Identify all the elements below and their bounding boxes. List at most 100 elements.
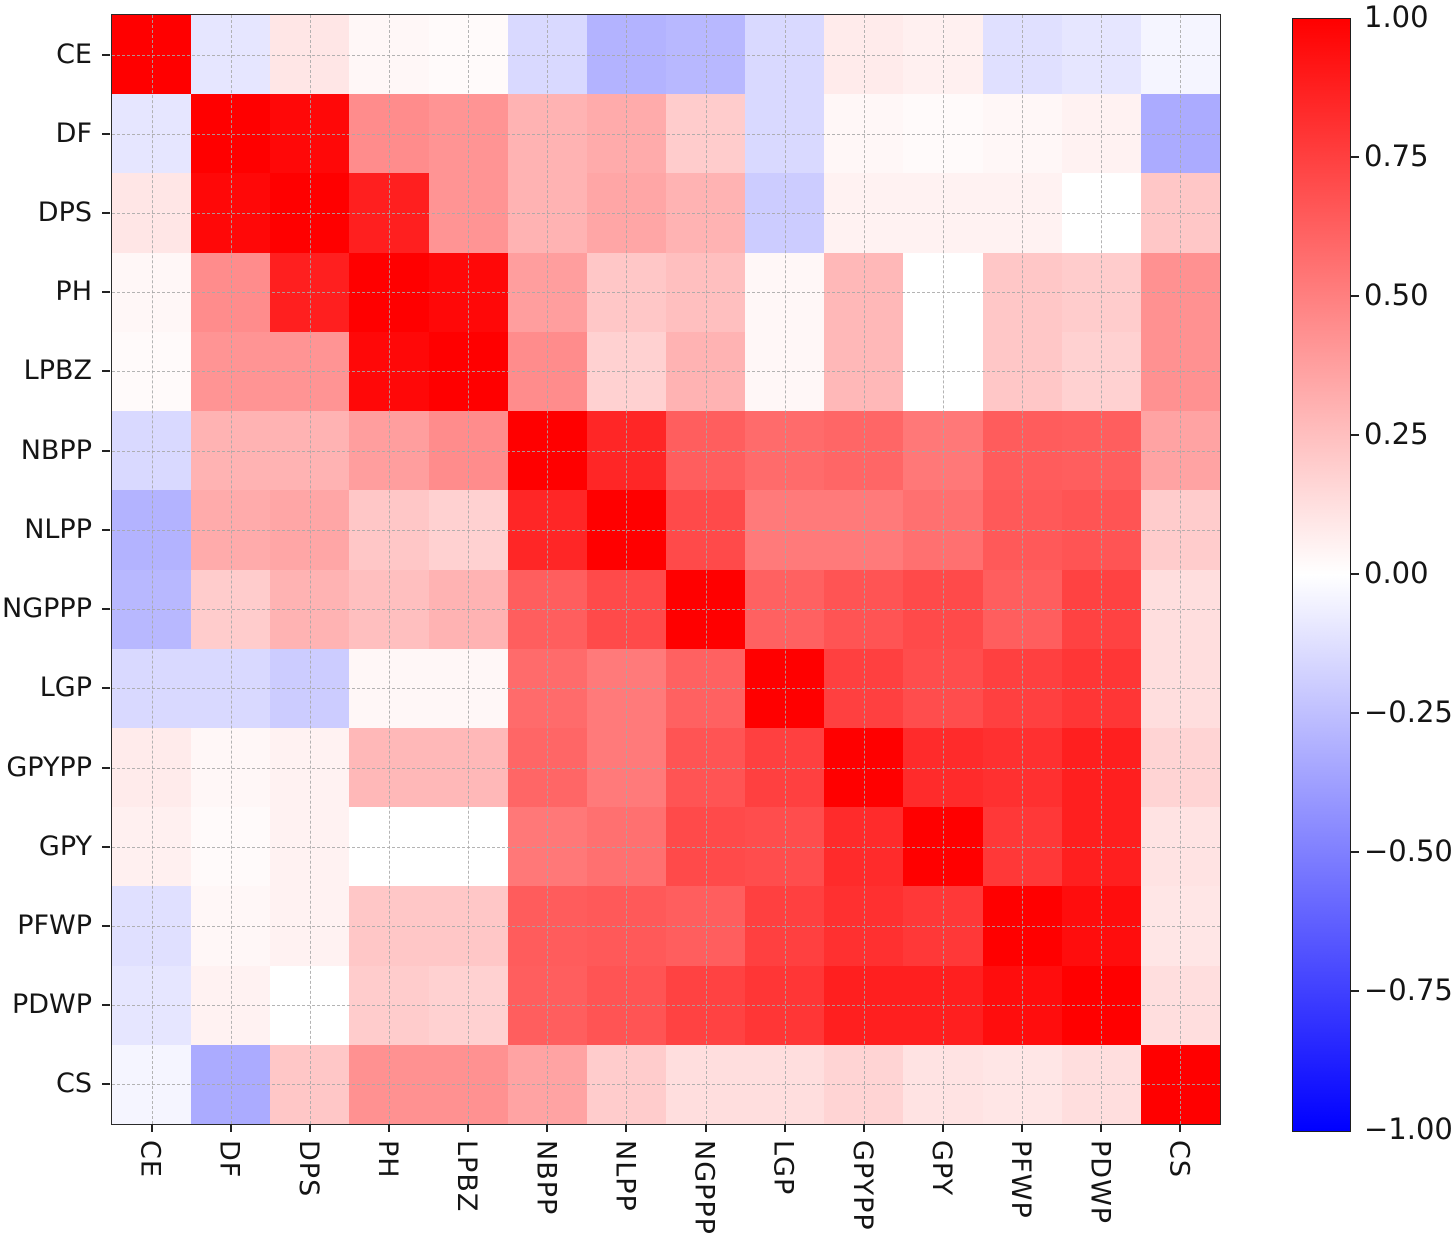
y-tick-DF [102, 132, 110, 135]
gridline-vertical [1180, 15, 1182, 1124]
y-tick-label-PDWP: PDWP [11, 989, 92, 1021]
colorbar-tick [1351, 573, 1359, 575]
gridline-vertical [626, 15, 628, 1124]
colorbar-tick [1351, 434, 1359, 436]
y-tick-PFWP [102, 924, 110, 927]
gridline-vertical [705, 15, 707, 1124]
y-tick-label-DF: DF [55, 117, 92, 149]
y-tick-label-NBPP: NBPP [20, 434, 92, 466]
x-tick-DPS [308, 1124, 311, 1132]
gridline-horizontal [112, 609, 1220, 611]
x-tick-label-NBPP: NBPP [530, 1140, 562, 1216]
y-tick-label-LGP: LGP [39, 672, 92, 704]
y-tick-label-DPS: DPS [37, 197, 92, 229]
x-tick-PFWP [1021, 1124, 1024, 1132]
gridline-horizontal [112, 688, 1220, 690]
x-tick-label-GPYPP: GPYPP [846, 1140, 878, 1231]
y-tick-label-NLPP: NLPP [24, 513, 92, 545]
x-tick-label-DPS: DPS [292, 1140, 324, 1198]
y-tick-GPYPP [102, 766, 110, 769]
x-tick-NGPPP [704, 1124, 707, 1132]
x-tick-NLPP [625, 1124, 628, 1132]
gridline-horizontal [112, 767, 1220, 769]
gridline-vertical [1101, 15, 1103, 1124]
y-tick-NBPP [102, 449, 110, 452]
x-tick-label-CS: CS [1163, 1140, 1195, 1178]
y-tick-label-LPBZ: LPBZ [23, 355, 92, 387]
x-tick-NBPP [546, 1124, 549, 1132]
gridline-horizontal [112, 54, 1220, 56]
x-tick-PDWP [1100, 1124, 1103, 1132]
gridline-vertical [309, 15, 311, 1124]
gridline-horizontal [112, 1084, 1220, 1086]
y-tick-label-GPY: GPY [38, 830, 92, 862]
y-tick-label-PH: PH [55, 276, 92, 308]
y-tick-CE [102, 53, 110, 56]
gridline-horizontal [112, 450, 1220, 452]
colorbar-tick-label: −1.00 [1364, 1112, 1453, 1146]
gridline-horizontal [112, 371, 1220, 373]
x-tick-CS [1179, 1124, 1182, 1132]
y-tick-label-CE: CE [56, 38, 92, 70]
y-tick-CS [102, 1083, 110, 1086]
x-tick-label-GPY: GPY [926, 1140, 957, 1197]
x-tick-PH [388, 1124, 390, 1132]
colorbar-tick-label: 0.50 [1364, 278, 1429, 312]
heatmap-plot-area [111, 14, 1221, 1125]
y-tick-label-NGPPP: NGPPP [2, 593, 92, 625]
x-tick-CE [150, 1124, 153, 1132]
y-tick-LGP [102, 687, 110, 690]
x-tick-label-NGPPP: NGPPP [688, 1140, 720, 1235]
x-tick-label-NLPP: NLPP [609, 1140, 641, 1212]
gridline-vertical [863, 15, 865, 1124]
gridline-horizontal [112, 529, 1220, 531]
colorbar-tick-label: −0.50 [1364, 834, 1453, 868]
x-tick-label-LGP: LGP [767, 1140, 799, 1196]
y-tick-NGPPP [102, 608, 110, 611]
x-tick-label-PFWP: PFWP [1005, 1140, 1037, 1219]
colorbar-tick-label: 1.00 [1364, 0, 1429, 34]
x-tick-DF [229, 1124, 232, 1132]
y-tick-DPS [102, 212, 110, 215]
colorbar-tick-label: −0.75 [1364, 973, 1453, 1007]
gridline-horizontal [112, 846, 1220, 848]
x-tick-label-PH: PH [372, 1140, 403, 1179]
gridline-horizontal [112, 213, 1220, 215]
x-tick-label-LPBZ: LPBZ [451, 1140, 483, 1213]
y-tick-LPBZ [102, 370, 110, 373]
y-tick-label-CS: CS [56, 1068, 92, 1100]
y-tick-NLPP [102, 528, 110, 531]
colorbar-tick [1351, 156, 1359, 158]
x-tick-label-CE: CE [134, 1140, 166, 1178]
gridline-vertical [230, 15, 232, 1124]
y-tick-PH [102, 291, 110, 294]
colorbar-tick [1351, 990, 1359, 992]
gridline-horizontal [112, 1005, 1220, 1007]
colorbar-tick [1351, 295, 1359, 297]
gridline-horizontal [112, 292, 1220, 294]
gridline-vertical [784, 15, 786, 1124]
x-tick-GPY [942, 1124, 944, 1132]
y-tick-label-GPYPP: GPYPP [6, 751, 92, 783]
gridline-vertical [943, 15, 944, 1124]
gridline-vertical [547, 15, 549, 1124]
colorbar-tick-label: −0.25 [1364, 695, 1453, 729]
gridline-vertical [151, 15, 153, 1124]
y-tick-PDWP [102, 1004, 110, 1007]
gridline-horizontal [112, 133, 1220, 135]
y-tick-label-PFWP: PFWP [17, 909, 92, 941]
x-tick-GPYPP [862, 1124, 865, 1132]
colorbar-tick-label: 0.75 [1364, 139, 1429, 173]
colorbar-gradient [1292, 18, 1351, 1132]
gridline-horizontal [112, 925, 1220, 927]
gridline-vertical [468, 15, 470, 1124]
x-tick-label-PDWP: PDWP [1084, 1140, 1116, 1225]
gridline-vertical [1022, 15, 1024, 1124]
x-tick-LGP [783, 1124, 786, 1132]
y-tick-GPY [102, 845, 110, 848]
colorbar-tick [1351, 851, 1359, 853]
colorbar-tick [1351, 712, 1359, 714]
x-tick-LPBZ [467, 1124, 470, 1132]
colorbar-tick-label: 0.25 [1364, 417, 1429, 451]
